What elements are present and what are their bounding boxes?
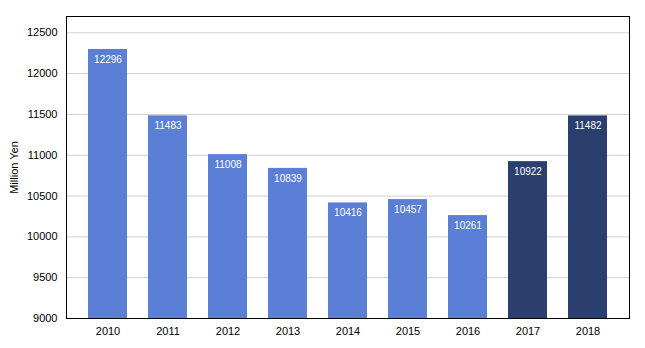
svg-text:2017: 2017 [516,325,540,337]
svg-text:2018: 2018 [576,325,600,337]
svg-text:9500: 9500 [33,271,57,283]
svg-text:Million Yen: Million Yen [8,141,20,194]
svg-text:2012: 2012 [216,325,240,337]
svg-text:11482: 11482 [574,120,602,131]
svg-text:2015: 2015 [396,325,420,337]
svg-text:2013: 2013 [276,325,300,337]
svg-text:11008: 11008 [214,159,242,170]
svg-text:10839: 10839 [274,172,302,183]
svg-text:2014: 2014 [336,325,360,337]
svg-text:11000: 11000 [28,149,58,161]
svg-text:12000: 12000 [27,67,58,79]
svg-text:10922: 10922 [514,166,542,177]
svg-text:10457: 10457 [394,204,422,215]
svg-text:11500: 11500 [28,108,58,120]
svg-text:2011: 2011 [156,325,180,337]
svg-text:11483: 11483 [154,120,182,131]
svg-text:12500: 12500 [27,26,58,38]
svg-text:10416: 10416 [334,207,362,218]
svg-text:10500: 10500 [27,190,58,202]
svg-text:10261: 10261 [454,220,482,231]
svg-text:9000: 9000 [33,312,57,324]
svg-text:2016: 2016 [456,325,480,337]
svg-text:10000: 10000 [27,230,58,242]
svg-text:2010: 2010 [96,325,120,337]
svg-text:12296: 12296 [94,54,122,65]
